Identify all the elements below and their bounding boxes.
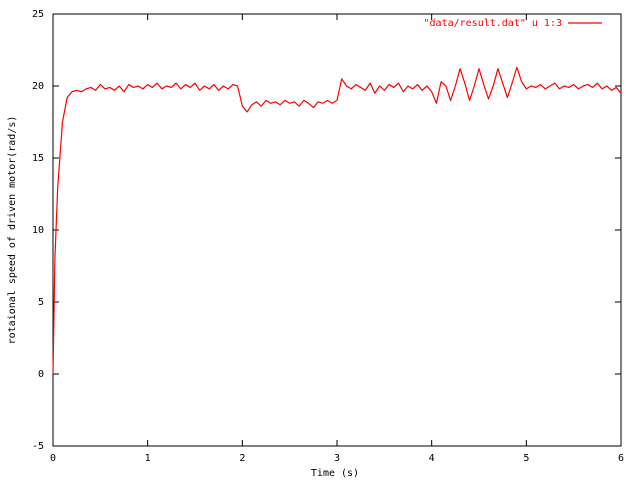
x-tick-label: 1 [145,453,151,464]
y-tick-label: 5 [38,297,44,308]
y-tick-label: 0 [38,369,44,380]
x-tick-label: 4 [429,453,435,464]
y-tick-label: 10 [32,225,44,236]
x-tick-label: 6 [618,453,624,464]
y-tick-label: 20 [32,81,44,92]
x-tick-label: 5 [523,453,529,464]
legend-label: "data/result.dat" u 1:3 [424,18,562,29]
y-tick-label: 25 [32,9,44,20]
plot-frame [52,13,622,447]
x-tick-label: 2 [239,453,245,464]
x-tick-label: 0 [50,453,56,464]
data-line [52,66,622,375]
y-tick-label: 15 [32,153,44,164]
x-axis-label: Time (s) [311,468,359,479]
x-tick-label: 3 [334,453,340,464]
y-tick-label: -5 [32,441,44,452]
y-axis-label: rotaional speed of driven motor(rad/s) [7,116,18,345]
